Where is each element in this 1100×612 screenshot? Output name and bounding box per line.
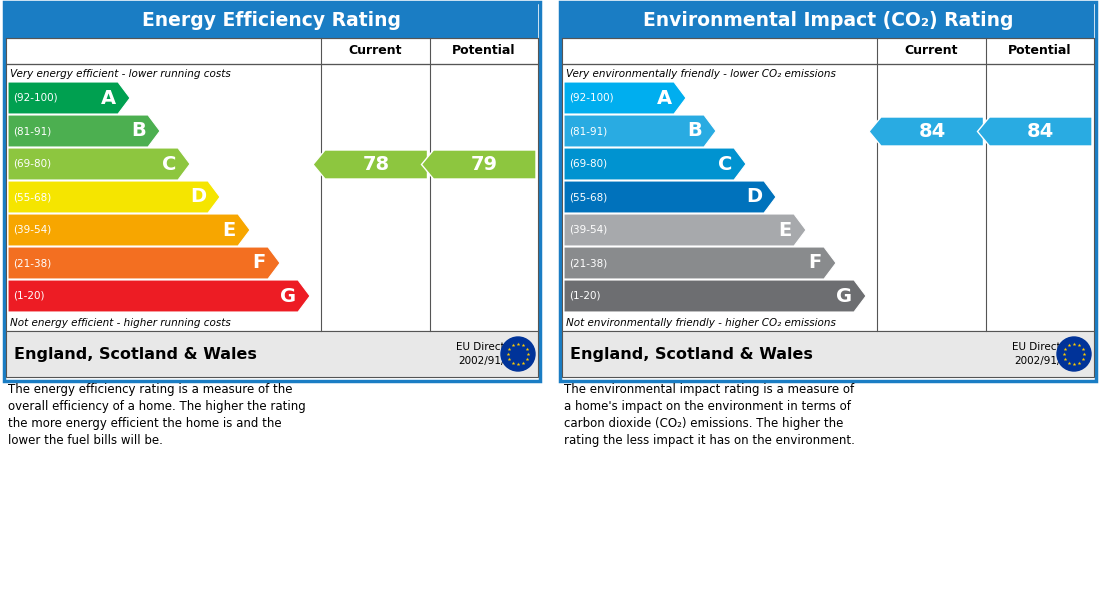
Circle shape (500, 337, 535, 371)
Bar (562, 331, 1094, 377)
Text: (39-54): (39-54) (13, 225, 52, 235)
Text: C: C (162, 154, 176, 173)
Polygon shape (314, 150, 428, 179)
Text: England, Scotland & Wales: England, Scotland & Wales (570, 346, 813, 362)
Polygon shape (564, 148, 746, 180)
Text: G: G (279, 286, 296, 305)
Polygon shape (978, 117, 1092, 146)
Text: (69-80): (69-80) (13, 159, 51, 169)
Polygon shape (8, 148, 190, 180)
Text: (21-38): (21-38) (13, 258, 52, 268)
Text: 78: 78 (363, 155, 389, 174)
Text: (1-20): (1-20) (13, 291, 44, 301)
Bar (562, 2, 1094, 38)
Text: Current: Current (349, 45, 402, 58)
Text: B: B (131, 122, 146, 141)
Bar (562, 38, 1094, 64)
Text: 2002/91/EC: 2002/91/EC (458, 356, 518, 366)
Text: E: E (222, 220, 236, 239)
Polygon shape (564, 247, 836, 279)
Polygon shape (564, 115, 716, 147)
Polygon shape (8, 247, 280, 279)
Text: Current: Current (904, 45, 958, 58)
Text: Environmental Impact (CO₂) Rating: Environmental Impact (CO₂) Rating (642, 10, 1013, 29)
Polygon shape (564, 181, 776, 213)
Text: C: C (717, 154, 732, 173)
Text: EU Directive: EU Directive (455, 342, 520, 352)
Text: Energy Efficiency Rating: Energy Efficiency Rating (143, 10, 402, 29)
Text: (69-80): (69-80) (569, 159, 607, 169)
Text: (55-68): (55-68) (569, 192, 607, 202)
Text: A: A (101, 89, 116, 108)
Text: (92-100): (92-100) (569, 93, 614, 103)
Text: EU Directive: EU Directive (1012, 342, 1076, 352)
Text: G: G (836, 286, 852, 305)
Bar (6, 2, 538, 38)
Text: (92-100): (92-100) (13, 93, 57, 103)
Polygon shape (8, 280, 310, 312)
Text: (39-54): (39-54) (569, 225, 607, 235)
Polygon shape (8, 82, 130, 114)
Polygon shape (8, 214, 250, 246)
Bar (6, 64, 538, 331)
Polygon shape (564, 214, 806, 246)
Text: (81-91): (81-91) (569, 126, 607, 136)
Text: Potential: Potential (452, 45, 516, 58)
Bar (6, 38, 538, 64)
Circle shape (1057, 337, 1091, 371)
Polygon shape (8, 115, 159, 147)
Text: D: D (746, 187, 762, 206)
Text: D: D (190, 187, 206, 206)
Text: Very energy efficient - lower running costs: Very energy efficient - lower running co… (10, 69, 231, 79)
Text: F: F (253, 253, 266, 272)
Bar (4, 2, 540, 381)
Text: B: B (688, 122, 702, 141)
Text: F: F (808, 253, 822, 272)
Text: 79: 79 (471, 155, 498, 174)
Text: Very environmentally friendly - lower CO₂ emissions: Very environmentally friendly - lower CO… (566, 69, 836, 79)
Text: The environmental impact rating is a measure of
a home's impact on the environme: The environmental impact rating is a mea… (564, 383, 855, 447)
Text: E: E (779, 220, 792, 239)
Bar (560, 2, 1096, 381)
Bar (562, 64, 1094, 331)
Polygon shape (564, 82, 686, 114)
Text: England, Scotland & Wales: England, Scotland & Wales (14, 346, 257, 362)
Polygon shape (8, 181, 220, 213)
Text: The energy efficiency rating is a measure of the
overall efficiency of a home. T: The energy efficiency rating is a measur… (8, 383, 306, 447)
Text: (1-20): (1-20) (569, 291, 601, 301)
Text: 84: 84 (918, 122, 946, 141)
Polygon shape (564, 280, 866, 312)
Text: (55-68): (55-68) (13, 192, 52, 202)
Text: Not energy efficient - higher running costs: Not energy efficient - higher running co… (10, 318, 231, 328)
Bar (6, 331, 538, 377)
Text: 84: 84 (1027, 122, 1055, 141)
Text: (81-91): (81-91) (13, 126, 52, 136)
Polygon shape (869, 117, 983, 146)
Text: (21-38): (21-38) (569, 258, 607, 268)
Polygon shape (421, 150, 536, 179)
Text: A: A (657, 89, 672, 108)
Text: 2002/91/EC: 2002/91/EC (1014, 356, 1075, 366)
Text: Not environmentally friendly - higher CO₂ emissions: Not environmentally friendly - higher CO… (566, 318, 836, 328)
Text: Potential: Potential (1008, 45, 1071, 58)
